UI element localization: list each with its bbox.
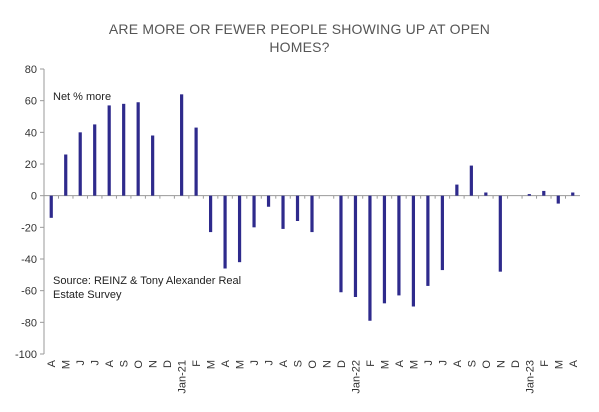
x-tick-label: N	[148, 360, 160, 368]
x-tick-label: O	[133, 360, 145, 369]
y-tick-label: 0	[31, 191, 37, 203]
y-tick-label: -100	[15, 349, 37, 361]
chart-title-line-1: ARE MORE OR FEWER PEOPLE SHOWING UP AT O…	[108, 21, 491, 37]
x-tick-label: F	[365, 360, 377, 367]
source-annotation-line-2: Estate Survey	[53, 289, 122, 301]
x-tick-label: J	[264, 360, 276, 366]
bar	[194, 127, 198, 196]
x-tick-label: N	[321, 360, 333, 368]
bar	[78, 132, 82, 196]
bar	[426, 195, 430, 286]
x-tick-label: O	[481, 360, 493, 369]
x-tick-label: A	[104, 359, 116, 367]
bar	[368, 195, 372, 321]
x-tick-label: M	[61, 360, 73, 369]
x-tick-label: J	[90, 360, 102, 366]
bar	[122, 103, 126, 196]
bar	[49, 195, 53, 218]
bar	[527, 194, 531, 196]
x-tick-label: A	[46, 359, 58, 367]
bar	[339, 195, 343, 293]
bar	[208, 195, 213, 233]
bar	[542, 190, 546, 196]
y-tick-label: -20	[21, 222, 37, 234]
bar	[64, 154, 68, 196]
chart-title: ARE MORE OR FEWER PEOPLE SHOWING UP AT O…	[0, 20, 599, 56]
bar	[397, 195, 401, 296]
x-tick-label: A	[452, 359, 464, 367]
y-tick-label: 60	[25, 96, 37, 108]
bar	[498, 195, 502, 272]
bar	[223, 195, 227, 269]
x-tick-label: A	[394, 359, 406, 367]
x-tick-label: J	[75, 360, 87, 366]
bar	[93, 124, 97, 196]
bar	[353, 195, 358, 297]
x-tick-label: A	[278, 359, 290, 367]
x-tick-label: D	[336, 360, 348, 368]
x-tick-label: M	[408, 360, 420, 369]
x-tick-label: D	[162, 360, 174, 368]
x-tick-label: M	[379, 360, 391, 369]
x-tick-label: Jan-22	[350, 360, 362, 394]
bar	[237, 195, 242, 263]
x-tick-label: O	[307, 360, 319, 369]
x-tick-label: M	[553, 360, 565, 369]
x-tick-label: A	[568, 359, 580, 367]
y-tick-label: -40	[21, 254, 37, 266]
bar	[455, 184, 459, 196]
x-tick-label: Jan-21	[177, 360, 189, 394]
bar	[571, 192, 575, 196]
x-tick-label: A	[220, 359, 232, 367]
x-tick-label: S	[293, 360, 305, 367]
x-axis-ticks: A M J J A S O N D Jan-21 F M A M J J A S O N D Jan-22 F M A M J J A S…	[43, 195, 580, 394]
x-tick-label: F	[539, 360, 551, 367]
bar	[440, 195, 444, 271]
y-tick-label: 20	[25, 159, 37, 171]
bars	[49, 94, 575, 321]
source-annotation-line-1: Source: REINZ & Tony Alexander Real	[53, 275, 241, 287]
bar	[310, 195, 314, 233]
x-tick-label: J	[249, 360, 261, 366]
bar	[411, 195, 416, 307]
x-tick-label: J	[437, 360, 449, 366]
x-tick-label: S	[119, 360, 131, 367]
bar	[281, 195, 285, 229]
y-axis-ticks: 80 60 40 20 0 -20 -40 -60 -80 -100	[15, 64, 44, 361]
bar	[136, 102, 140, 196]
series-annotation: Net % more	[53, 91, 111, 103]
x-tick-label: D	[510, 360, 522, 368]
bar	[484, 192, 488, 196]
bar	[107, 105, 111, 196]
x-tick-label: J	[423, 360, 435, 366]
y-tick-label: 40	[25, 127, 37, 139]
x-tick-label: M	[235, 360, 247, 369]
bar	[469, 165, 473, 196]
y-tick-label: -60	[21, 286, 37, 298]
chart-title-line-2: HOMES?	[269, 39, 330, 55]
x-tick-label: F	[191, 360, 203, 367]
bar	[151, 135, 155, 196]
x-tick-label: Jan-23	[524, 360, 536, 394]
bar	[295, 195, 300, 221]
bar	[266, 195, 271, 207]
x-tick-label: N	[495, 360, 507, 368]
y-tick-label: -80	[21, 317, 37, 329]
x-tick-label: S	[466, 360, 478, 367]
bar	[556, 195, 560, 204]
bar	[252, 195, 256, 228]
y-tick-label: 80	[25, 64, 37, 76]
bar	[382, 195, 387, 304]
bar	[180, 94, 184, 196]
x-tick-label: M	[206, 360, 218, 369]
